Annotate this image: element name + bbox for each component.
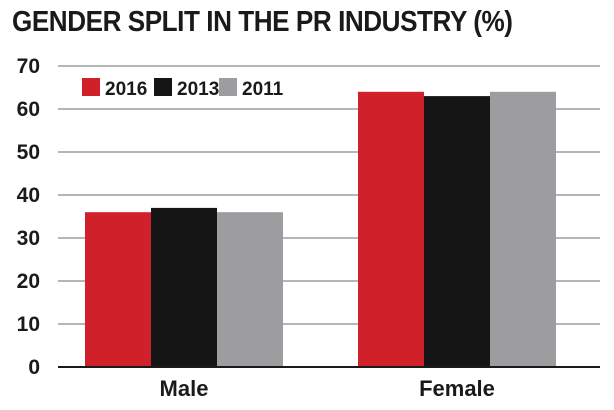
bar-male-2013: [151, 207, 217, 367]
y-tick-label: 70: [17, 55, 40, 78]
legend-label: 2016: [105, 79, 147, 100]
legend-label: 2013: [177, 79, 219, 100]
chart-title: GENDER SPLIT IN THE PR INDUSTRY (%): [12, 6, 513, 38]
y-tick-label: 30: [17, 227, 40, 250]
bars: [85, 91, 556, 368]
y-tick-label: 10: [17, 313, 40, 336]
bar-male-2011: [217, 212, 283, 367]
x-category-label: Female: [419, 376, 495, 401]
x-category-label: Male: [160, 376, 209, 401]
y-tick-label: 0: [28, 356, 40, 379]
y-axis-ticks: 0 10 20 30 40 50 60 70: [17, 55, 40, 379]
bar-male-2016: [85, 212, 151, 367]
legend-swatch-2016: [82, 78, 100, 96]
y-tick-label: 20: [17, 270, 40, 293]
bar-female-2016: [358, 91, 424, 368]
y-tick-label: 50: [17, 141, 40, 164]
legend-swatch-2013: [154, 78, 172, 96]
legend: 2016 2013 2011: [82, 78, 284, 100]
bar-female-2013: [424, 96, 490, 367]
y-tick-label: 40: [17, 184, 40, 207]
x-axis-categories: Male Female: [160, 376, 495, 401]
legend-label: 2011: [242, 79, 284, 100]
y-tick-label: 60: [17, 98, 40, 121]
bar-female-2011: [490, 91, 556, 368]
legend-swatch-2011: [219, 78, 237, 96]
